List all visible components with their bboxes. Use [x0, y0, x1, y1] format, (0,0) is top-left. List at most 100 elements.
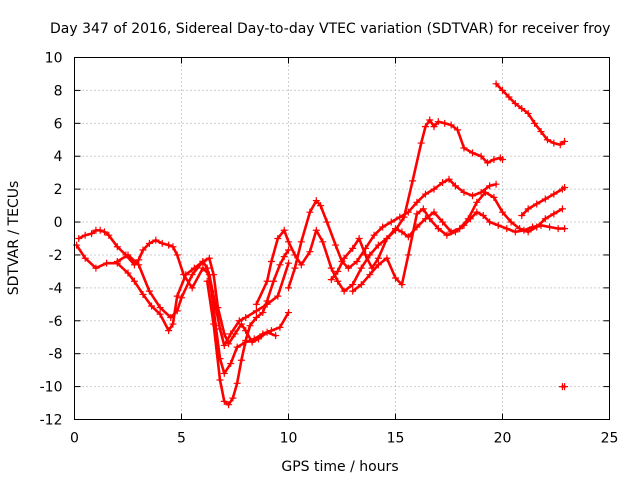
data-point [561, 383, 569, 391]
data-point [75, 235, 83, 242]
y-tick-label: 4 [54, 149, 63, 165]
data-point [263, 297, 271, 305]
data-point [291, 264, 299, 272]
plot-frame [74, 57, 610, 420]
data-point [130, 277, 138, 285]
data-point [148, 302, 156, 310]
series-11 [558, 383, 569, 391]
data-point [220, 330, 228, 338]
data-point [139, 290, 147, 298]
data-point [524, 109, 532, 117]
data-point [430, 208, 438, 216]
data-point [220, 397, 228, 405]
data-point [492, 180, 500, 188]
data-point [216, 376, 224, 384]
data-point [231, 330, 239, 338]
data-point [396, 213, 404, 221]
data-point [439, 179, 447, 187]
data-point [178, 294, 185, 302]
data-point [447, 121, 455, 129]
data-point [182, 271, 190, 279]
data-point [165, 241, 173, 249]
data-point [387, 218, 395, 226]
data-point [188, 271, 196, 279]
data-point [327, 276, 335, 284]
data-point [434, 118, 442, 126]
data-point [220, 369, 228, 377]
data-point [392, 225, 399, 233]
data-point [486, 218, 494, 226]
data-point [276, 323, 284, 331]
data-point [113, 258, 121, 266]
data-point [355, 235, 363, 242]
series-8 [349, 205, 569, 295]
data-point [124, 251, 132, 259]
series-10 [518, 183, 569, 219]
data-point [145, 287, 153, 295]
chart-title: Day 347 of 2016, Sidereal Day-to-day VTE… [50, 21, 610, 37]
data-point [490, 156, 498, 164]
data-point [340, 287, 348, 295]
data-point [105, 231, 113, 239]
data-point [274, 292, 282, 300]
data-point [353, 258, 361, 266]
y-tick-label: -8 [49, 347, 63, 363]
data-point [306, 248, 314, 256]
data-point [550, 190, 558, 198]
data-point [537, 128, 545, 136]
data-point [505, 93, 513, 101]
data-point [152, 236, 160, 244]
data-point [558, 205, 566, 213]
data-point [533, 200, 541, 208]
data-point [426, 215, 434, 223]
y-tick-label: 0 [54, 215, 63, 231]
series-line [494, 82, 566, 146]
data-point [317, 202, 325, 210]
data-point [252, 307, 260, 315]
data-point [357, 264, 365, 272]
series-4 [203, 246, 292, 409]
data-point [550, 210, 558, 218]
data-point [100, 228, 108, 236]
data-point [169, 243, 177, 251]
data-point [81, 254, 89, 262]
data-point [404, 251, 412, 259]
data-point [113, 243, 121, 251]
data-point [173, 292, 181, 300]
data-point [252, 313, 260, 321]
data-point [88, 230, 96, 238]
data-point [255, 335, 263, 343]
data-point [124, 269, 132, 277]
data-point [340, 254, 348, 262]
y-tick-label: 6 [54, 116, 63, 132]
data-point [490, 193, 498, 201]
x-tick-label: 10 [280, 431, 298, 447]
data-point [225, 340, 233, 348]
data-point [227, 360, 235, 368]
data-point [520, 226, 528, 234]
data-point [248, 338, 256, 346]
series-9 [492, 80, 569, 149]
data-point [233, 379, 241, 387]
data-point [267, 258, 275, 266]
data-point [524, 205, 532, 213]
data-point [421, 190, 429, 198]
data-point [374, 261, 382, 269]
y-tick-label: -6 [49, 314, 63, 330]
data-point [374, 241, 382, 249]
data-point [199, 258, 207, 266]
y-axis-title: SDTVAR / TECUs [6, 181, 22, 296]
data-point [270, 277, 278, 285]
data-point [306, 208, 314, 216]
data-point [561, 225, 569, 233]
data-point [561, 137, 569, 145]
data-point [503, 225, 511, 233]
data-point [297, 261, 305, 269]
data-point [210, 271, 218, 279]
data-point [511, 100, 519, 108]
data-point [398, 228, 406, 236]
data-point [469, 192, 477, 200]
data-point [327, 264, 335, 272]
data-point [486, 182, 494, 190]
